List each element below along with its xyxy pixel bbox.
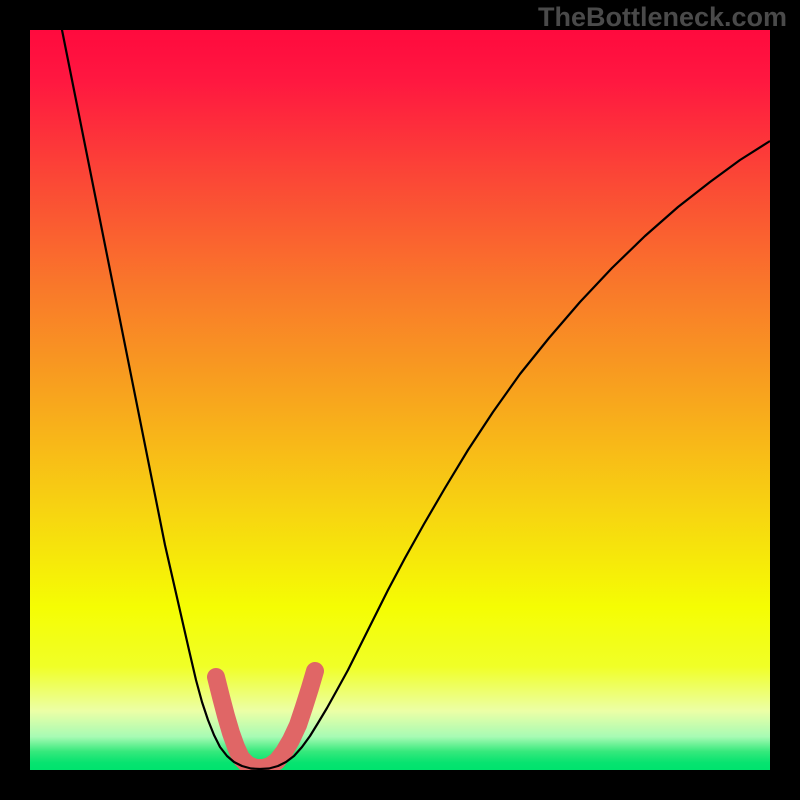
watermark-text: TheBottleneck.com [538,2,787,33]
chart-background [30,30,770,770]
bottleneck-chart [0,0,800,800]
